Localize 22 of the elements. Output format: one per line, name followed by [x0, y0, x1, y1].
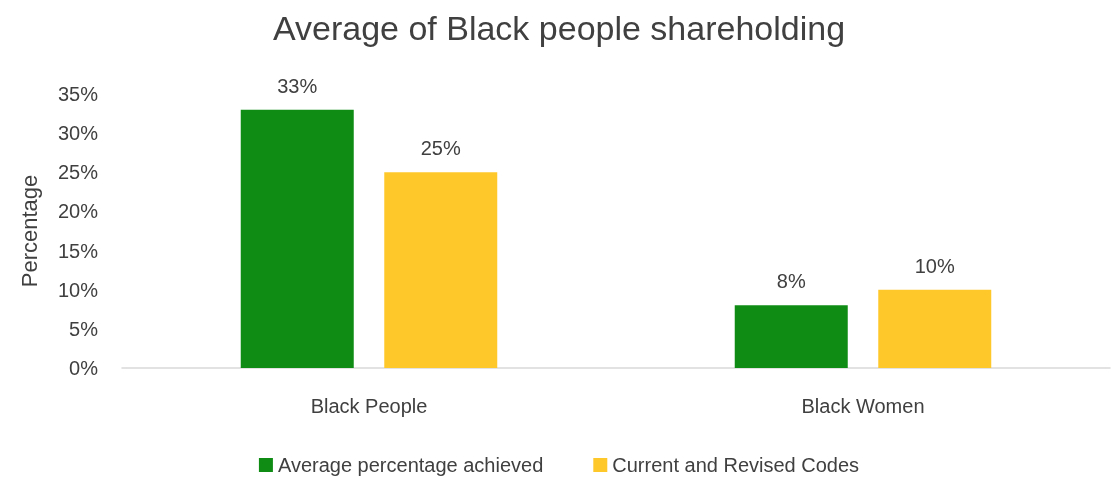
x-tick-label: Black Women — [801, 395, 925, 417]
data-label: 8% — [776, 270, 806, 293]
y-tick-label: 15% — [57, 239, 99, 262]
bar — [240, 109, 354, 368]
data-label: 33% — [277, 74, 318, 97]
y-axis-title: Percentage — [16, 174, 42, 288]
y-tick-label: 35% — [57, 83, 99, 105]
y-tick-label: 25% — [57, 161, 99, 184]
y-tick-label: 5% — [69, 317, 99, 340]
data-label: 25% — [420, 137, 461, 160]
data-label: 10% — [914, 254, 955, 277]
x-tick-label: Black People — [310, 395, 428, 417]
y-tick-label: 0% — [69, 357, 99, 379]
y-tick-label: 20% — [57, 200, 99, 223]
chart-title: Average of Black people shareholding — [272, 9, 846, 47]
y-tick-label: 10% — [57, 278, 99, 301]
legend-label: Current and Revised Codes — [612, 454, 860, 476]
bar — [734, 305, 848, 368]
bar — [878, 289, 992, 368]
bar — [384, 172, 498, 368]
y-tick-label: 30% — [57, 122, 99, 145]
legend-label: Average percentage achieved — [277, 454, 544, 476]
